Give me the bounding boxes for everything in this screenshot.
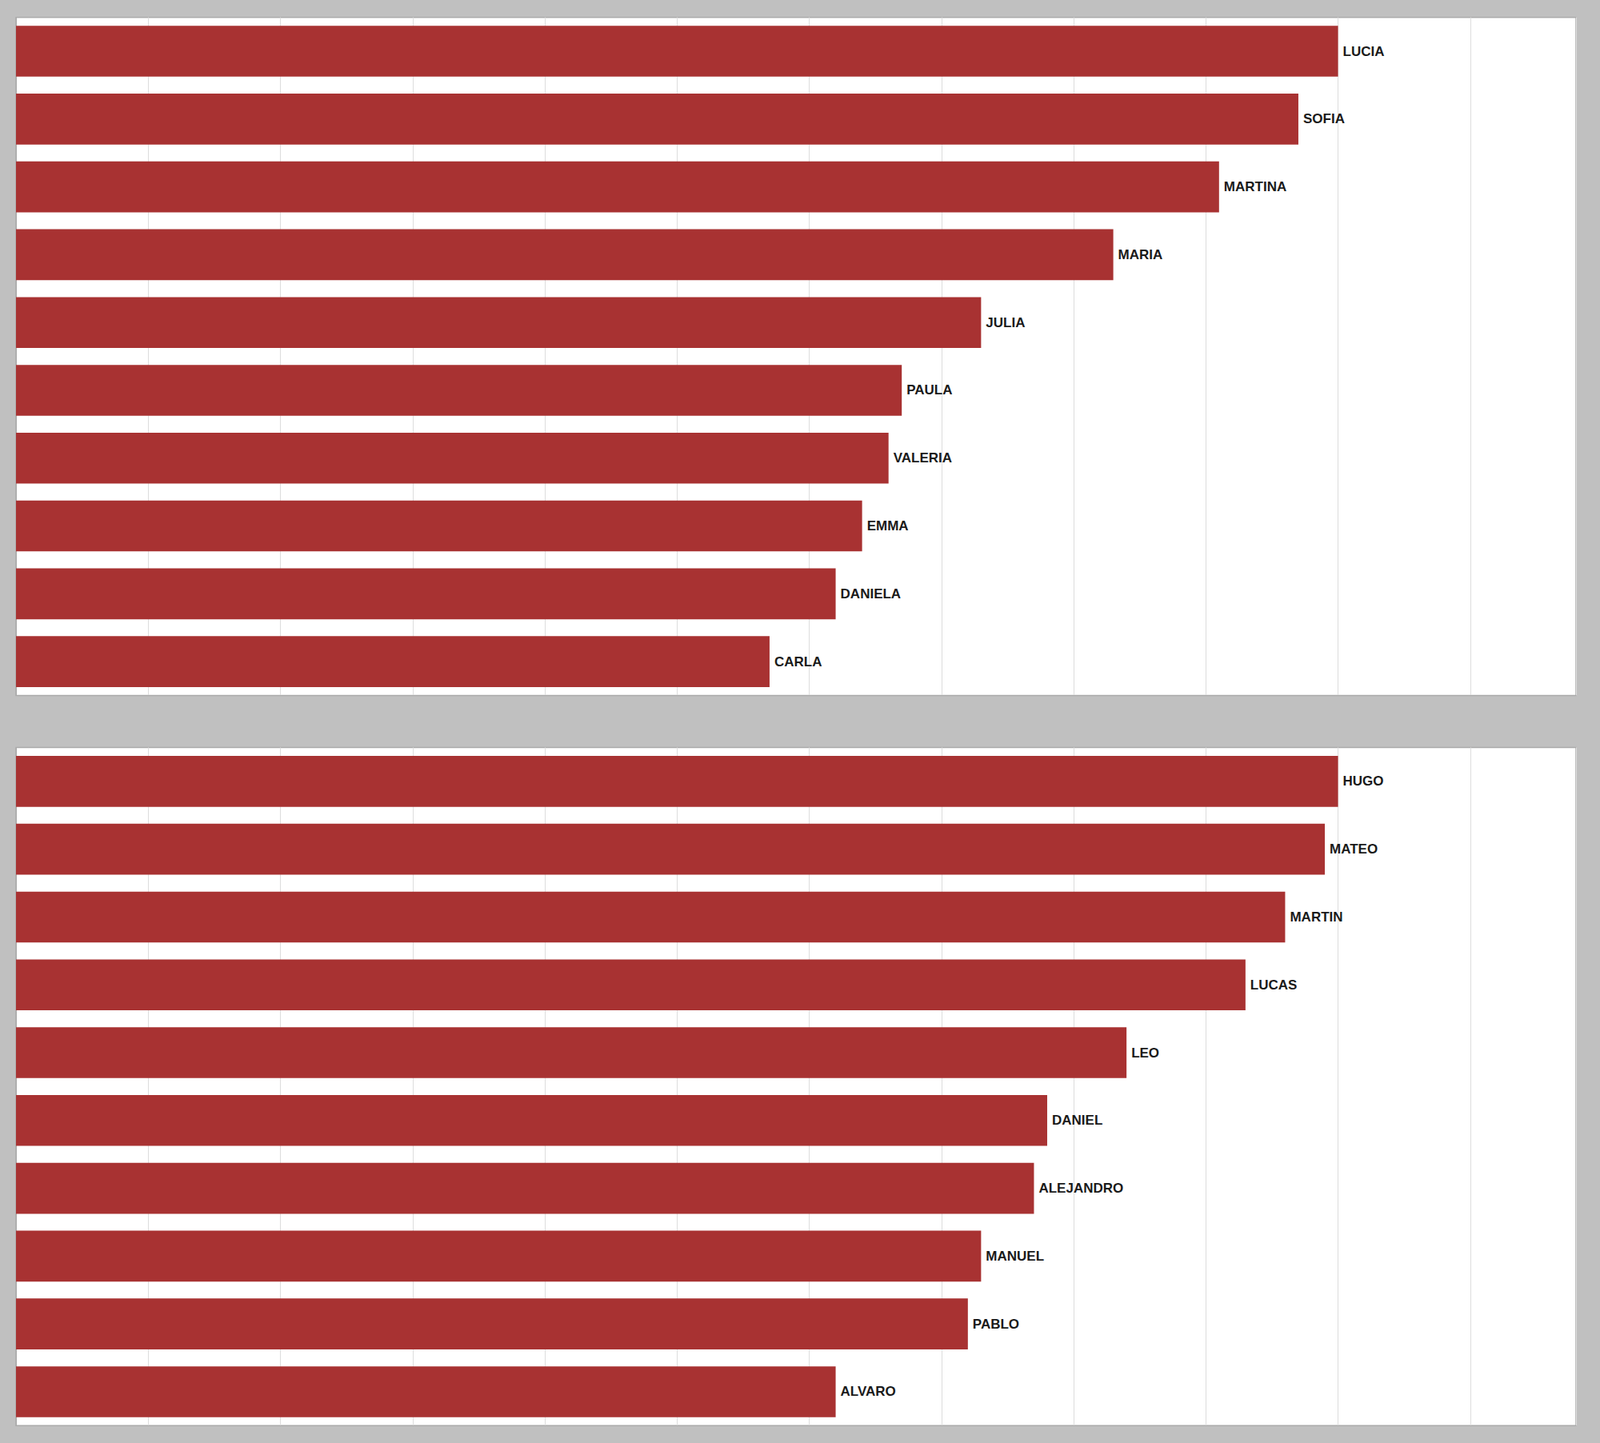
svg-text:ALVARO: ALVARO (840, 1384, 896, 1400)
svg-text:SOFIA: SOFIA (1303, 111, 1345, 127)
svg-text:PAULA: PAULA (906, 382, 952, 398)
svg-text:DANIEL: DANIEL (1052, 1112, 1103, 1128)
svg-text:EMMA: EMMA (867, 518, 909, 534)
svg-text:JULIA: JULIA (985, 315, 1025, 331)
svg-text:ALEJANDRO: ALEJANDRO (1038, 1180, 1124, 1196)
svg-text:LUCAS: LUCAS (1250, 977, 1298, 993)
svg-text:HUGO: HUGO (1343, 773, 1384, 789)
svg-text:LEO: LEO (1131, 1045, 1160, 1061)
svg-text:DANIELA: DANIELA (840, 586, 902, 602)
svg-text:VALERIA: VALERIA (893, 450, 952, 466)
svg-text:MARTINA: MARTINA (1224, 179, 1287, 195)
svg-text:MARTIN: MARTIN (1289, 909, 1343, 925)
svg-text:MARIA: MARIA (1118, 247, 1164, 263)
svg-text:MATEO: MATEO (1329, 841, 1378, 857)
svg-text:CARLA: CARLA (774, 654, 823, 670)
svg-text:LUCIA: LUCIA (1343, 44, 1385, 60)
svg-text:PABLO: PABLO (972, 1316, 1020, 1332)
svg-text:MANUEL: MANUEL (985, 1248, 1044, 1264)
